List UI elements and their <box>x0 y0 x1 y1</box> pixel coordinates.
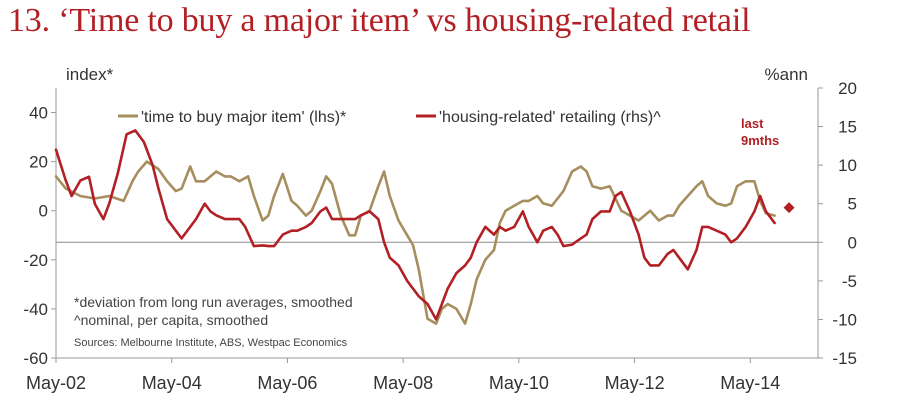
x-axis-ticks: May-02 May-04 May-06 May-08 May-10 May-12 May-… <box>26 358 780 393</box>
left-tick-label: 40 <box>29 104 48 123</box>
right-tick-label: -15 <box>832 349 857 368</box>
legend-label-housing-retail: 'housing-related' retailing (rhs)^ <box>439 109 661 126</box>
left-tick-label: -20 <box>23 251 48 270</box>
right-axis-ticks: 20 15 10 5 0 -5 -10 -15 <box>818 79 857 368</box>
annotation-last: last <box>741 116 764 131</box>
right-tick-label: -5 <box>842 272 857 291</box>
x-tick-label: May-10 <box>489 373 549 393</box>
note-nominal: ^nominal, per capita, smoothed <box>74 312 268 328</box>
right-axis-title: %ann <box>765 65 808 84</box>
annotation-9mths: 9mths <box>741 133 779 148</box>
left-tick-label: 0 <box>39 202 48 221</box>
x-tick-label: May-02 <box>26 373 86 393</box>
series-line-housing-retail <box>54 129 776 321</box>
legend-label-time-to-buy: 'time to buy major item' (lhs)* <box>141 109 346 126</box>
left-tick-label: -60 <box>23 349 48 368</box>
right-tick-label: 15 <box>838 118 857 137</box>
x-tick-label: May-14 <box>720 373 780 393</box>
right-tick-label: 10 <box>838 156 857 175</box>
x-tick-label: May-08 <box>373 373 433 393</box>
left-axis-ticks: 40 20 0 -20 -40 -60 <box>23 104 56 368</box>
left-tick-label: -40 <box>23 300 48 319</box>
sources-note: Sources: Melbourne Institute, ABS, Westp… <box>74 337 348 349</box>
chart-title: 13. ‘Time to buy a major item’ vs housin… <box>8 2 751 39</box>
right-tick-label: 20 <box>838 79 857 98</box>
right-tick-label: 0 <box>848 233 857 252</box>
series-group <box>54 129 776 325</box>
series-line-time-to-buy <box>54 160 776 325</box>
legend: 'time to buy major item' (lhs)* 'housing… <box>118 109 661 126</box>
note-deviation: *deviation from long run averages, smoot… <box>74 294 353 310</box>
x-tick-label: May-04 <box>142 373 202 393</box>
x-tick-label: May-12 <box>605 373 665 393</box>
x-tick-label: May-06 <box>257 373 317 393</box>
last-9mths-marker-group <box>783 202 795 214</box>
left-axis-title: index* <box>66 65 114 84</box>
right-tick-label: -10 <box>832 310 857 329</box>
last-9mths-marker <box>783 202 795 214</box>
left-tick-label: 20 <box>29 153 48 172</box>
right-tick-label: 5 <box>848 195 857 214</box>
